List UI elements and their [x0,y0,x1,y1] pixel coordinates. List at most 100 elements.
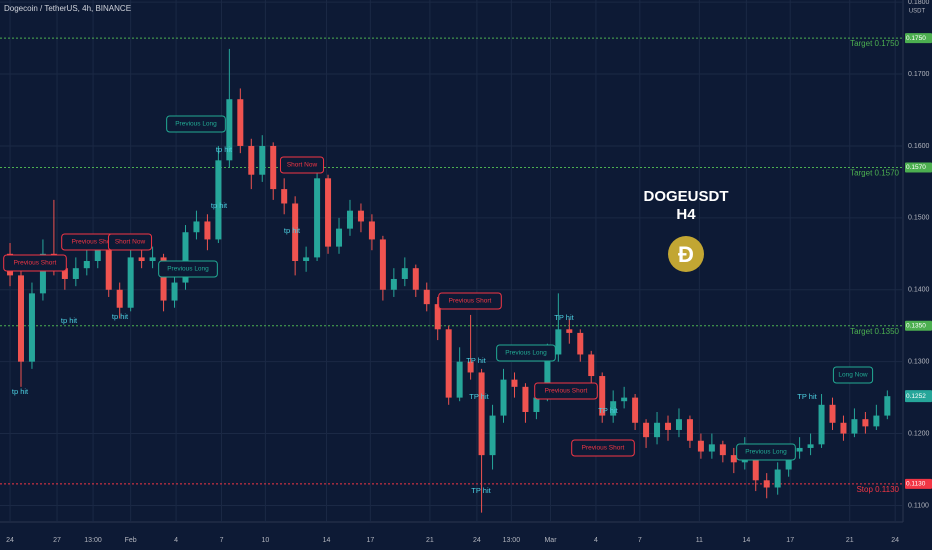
candle-body [500,379,507,416]
x-tick-label: 17 [786,537,794,544]
candle-body [292,203,299,261]
timeframe: H4 [676,206,696,223]
annotation-box [496,344,556,362]
chart-title: Dogecoin / TetherUS, 4h, BINANCE [4,4,131,13]
candle-body [796,447,803,452]
candle-body [412,268,419,290]
candle-body [83,261,90,269]
level-tag [905,478,932,489]
x-tick-label: 24 [6,537,14,544]
candle-body [675,419,682,430]
x-tick-label: 21 [846,537,854,544]
candle-body [829,404,836,423]
x-tick-label: 4 [594,537,598,544]
annotation: Short Now [115,239,146,246]
annotation: Long Now [838,372,868,379]
annotation-box [736,443,796,461]
annotation-box [158,260,218,278]
candle-body [434,304,441,330]
hit-label: TP hit [471,486,491,495]
candle-body [840,422,847,434]
annotation: Previous Short [449,298,492,305]
candle-body [621,397,628,402]
level-tag [905,33,932,44]
candle-body [94,250,101,261]
annotation-box [832,366,874,384]
level-label: Target 0.1750 [850,39,899,48]
candle-body [171,282,178,301]
candle-body [193,221,200,233]
x-tick-label: Feb [125,537,137,544]
hit-label: tp hit [12,387,29,396]
candle-body [270,145,277,190]
x-tick-label: 14 [742,537,750,544]
hit-label: tp hit [61,316,78,325]
hit-label: tp hit [284,226,301,235]
candle-body [346,210,353,229]
candle-body [423,289,430,305]
candle-body [818,404,825,445]
currency: USDT [909,9,926,15]
x-tick-label: 24 [473,537,481,544]
candle-body [697,440,704,452]
x-tick-label: 7 [220,537,224,544]
candle-body [686,419,693,441]
candle-body [357,210,364,222]
candle-body [28,293,35,362]
logo-circle [668,236,704,272]
candle-body [336,228,343,247]
candle-body [708,444,715,452]
candle-body [533,397,540,412]
candle-body [17,275,24,362]
candle-body [160,257,167,301]
y-tick-label: 0.1600 [908,143,930,150]
y-tick-label: 0.1200 [908,430,930,437]
candle-body [379,239,386,290]
candle-body [39,253,46,294]
level-tag-label: 0.1130 [906,481,926,488]
y-tick-label: 0.1400 [908,287,930,294]
x-tick-label: 14 [323,537,331,544]
candle-body [566,329,573,333]
annotation: Short Now [287,162,318,169]
candle-body [248,145,255,175]
symbol: DOGEUSDT [643,188,728,205]
hit-label: TP hit [797,392,817,401]
candle-body [599,376,606,416]
candle-body [259,145,266,175]
candle-body [182,232,189,283]
candle-body [237,99,244,146]
candle-body [138,257,145,261]
candle-body [72,268,79,279]
annotation-box [166,115,226,133]
last-price-label: 0.1252 [906,393,926,400]
candle-body [643,422,650,438]
x-tick-label: 7 [638,537,642,544]
candle-body [588,354,595,377]
candle-body [522,386,529,412]
candle-body [303,257,310,261]
candle-body [445,329,452,398]
candle-body [544,354,551,398]
candle-body [149,257,156,261]
level-tag-label: 0.1570 [906,164,926,171]
y-tick-label: 0.1800 [908,0,930,6]
candle-body [204,221,211,240]
candle-body [127,257,134,308]
x-tick-label: 10 [261,537,269,544]
annotation: Previous Long [167,266,209,273]
y-tick-label: 0.1700 [908,71,930,78]
hit-label: tp hit [216,145,233,154]
candle-body [281,189,288,204]
hit-label: TP hit [466,356,486,365]
y-tick-label: 0.1300 [908,359,930,366]
candle-body [390,278,397,290]
candle-body [785,451,792,470]
annotation: Previous Short [545,388,588,395]
level-label: Stop 0.1130 [856,485,899,494]
candle-body [862,419,869,427]
candle-body [763,480,770,488]
x-tick-label: 21 [426,537,434,544]
